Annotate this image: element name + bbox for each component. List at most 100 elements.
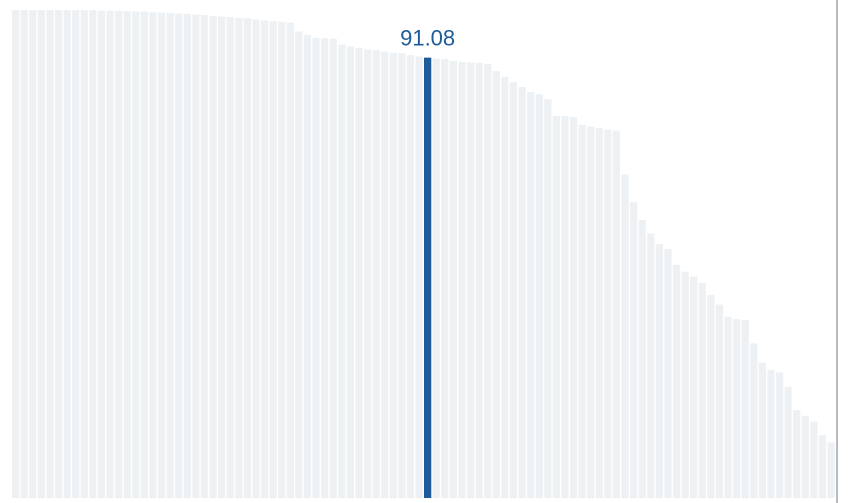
bar	[595, 128, 603, 498]
bar	[715, 304, 724, 498]
bar	[123, 11, 131, 499]
bar	[621, 174, 629, 499]
bar	[140, 11, 149, 498]
bar	[801, 415, 809, 498]
bar	[398, 53, 406, 499]
bar	[527, 91, 535, 499]
bar	[166, 13, 174, 499]
bar	[630, 202, 638, 498]
right-edge-rule	[836, 0, 838, 503]
bar	[552, 116, 561, 498]
bar	[157, 12, 166, 498]
bar	[492, 71, 500, 498]
bar	[235, 17, 243, 498]
bar	[535, 94, 543, 498]
bar	[260, 20, 269, 499]
bars-group	[12, 10, 835, 499]
bar	[192, 14, 200, 498]
bar	[72, 10, 80, 499]
bar	[724, 316, 732, 498]
bar	[655, 244, 664, 498]
bar	[647, 233, 655, 498]
bar	[149, 12, 157, 499]
bar	[80, 10, 88, 499]
bar	[243, 18, 252, 499]
bar	[758, 362, 767, 498]
bar	[432, 58, 440, 498]
bar	[767, 369, 775, 498]
bar	[672, 264, 681, 498]
bar	[115, 10, 123, 498]
bar	[561, 116, 569, 498]
bar	[132, 11, 140, 498]
bar	[750, 343, 758, 498]
bar	[784, 386, 792, 498]
bar	[63, 10, 71, 499]
bar	[509, 82, 518, 498]
bar	[12, 10, 20, 499]
bar	[578, 124, 586, 499]
bar	[37, 10, 46, 499]
bar	[793, 410, 801, 498]
bar	[381, 51, 389, 498]
bar	[466, 62, 475, 499]
bar	[707, 294, 715, 498]
bar	[698, 282, 706, 498]
bar	[29, 10, 37, 499]
bar	[733, 319, 741, 498]
bar	[355, 47, 363, 499]
bar	[226, 16, 234, 498]
bar	[501, 76, 509, 498]
bar	[97, 10, 106, 498]
bar	[46, 10, 54, 499]
bar	[218, 16, 226, 498]
bar	[449, 60, 458, 499]
bar	[20, 10, 28, 499]
bar	[484, 63, 492, 498]
bar	[338, 44, 346, 498]
bar	[604, 129, 612, 498]
bar	[775, 372, 784, 498]
bar	[175, 13, 183, 498]
bar	[587, 126, 595, 499]
bar	[569, 117, 578, 498]
bar	[612, 130, 621, 499]
bar	[518, 87, 526, 498]
bar	[295, 31, 303, 499]
bar	[441, 58, 449, 499]
highlight-bar	[424, 57, 432, 498]
bar	[690, 276, 698, 498]
bar	[329, 38, 337, 499]
bar	[415, 56, 423, 498]
bar	[406, 55, 415, 499]
bar	[269, 21, 277, 499]
bar	[89, 10, 97, 499]
bar	[200, 14, 209, 499]
bar	[389, 52, 397, 498]
bar	[681, 271, 689, 498]
bar	[54, 10, 63, 499]
bar	[810, 421, 818, 498]
bar	[312, 37, 320, 499]
bar	[278, 21, 286, 498]
bar	[363, 49, 372, 498]
bar	[741, 320, 749, 498]
highlight-value-label: 91.08	[400, 26, 455, 51]
bar	[303, 34, 312, 499]
bar	[664, 249, 672, 498]
bar	[475, 62, 483, 498]
bar	[252, 19, 260, 499]
bar	[286, 22, 294, 498]
bar	[321, 38, 329, 498]
bar	[346, 46, 355, 499]
bar	[544, 99, 552, 499]
bar	[372, 50, 380, 498]
bar	[458, 61, 466, 498]
bar	[209, 15, 217, 499]
bar	[106, 10, 114, 498]
bar	[827, 442, 835, 498]
bar	[818, 435, 827, 498]
bar	[183, 14, 191, 499]
bar	[638, 219, 646, 499]
